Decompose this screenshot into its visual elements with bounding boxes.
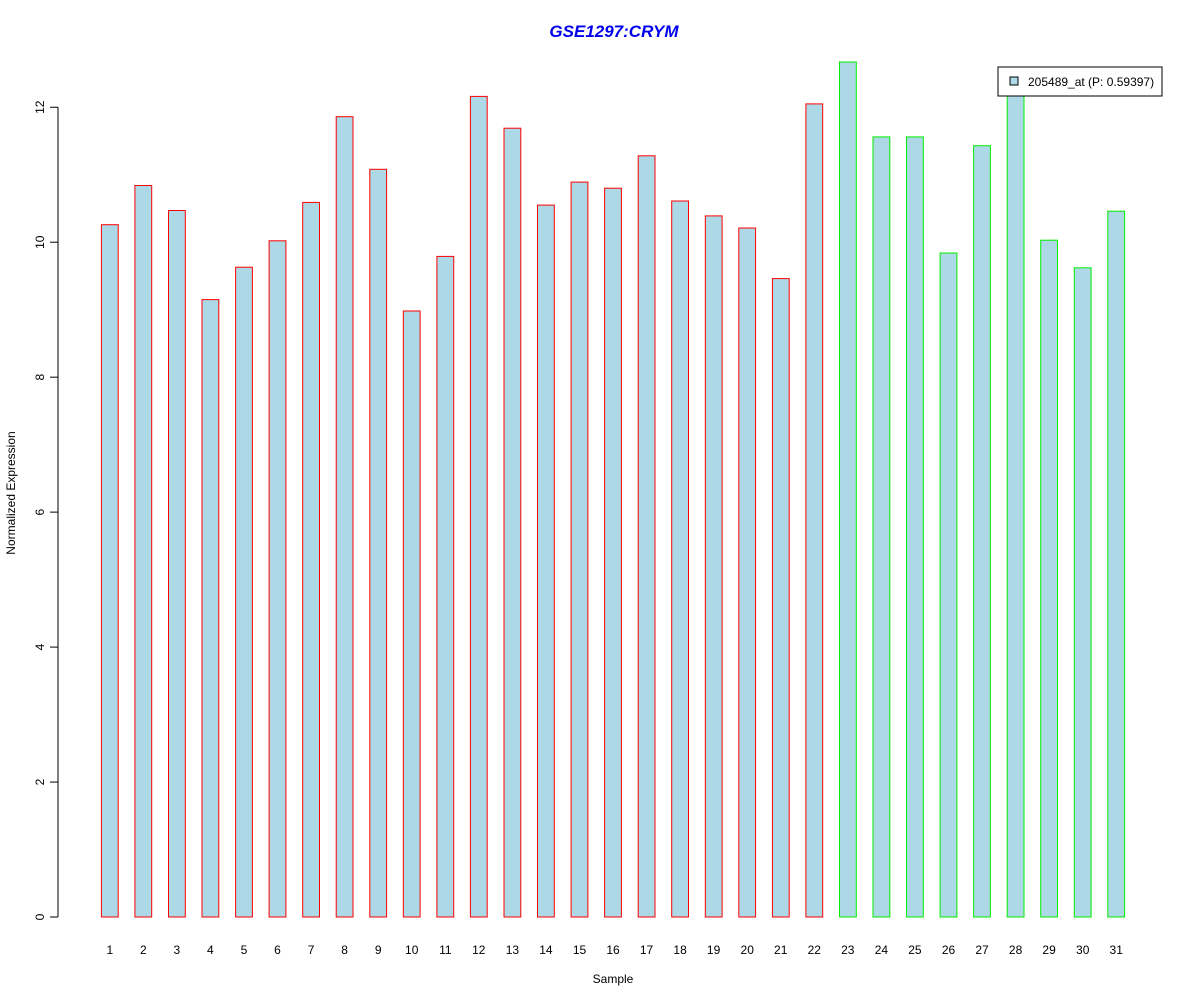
chart-title: GSE1297:CRYM	[549, 22, 679, 41]
bar	[906, 136, 924, 918]
x-axis-tick-label: 24	[875, 943, 889, 957]
x-axis-tick-label: 17	[640, 943, 654, 957]
x-axis-tick-label: 11	[439, 943, 452, 957]
x-axis-label: Sample	[593, 972, 634, 986]
y-axis-tick-label: 8	[33, 374, 47, 381]
x-axis-tick-label: 31	[1110, 943, 1124, 957]
bar	[369, 168, 388, 918]
x-axis-tick-label: 12	[472, 943, 486, 957]
x-axis-tick-label: 25	[908, 943, 922, 957]
bar-series	[100, 61, 1126, 918]
bar	[1040, 239, 1058, 918]
x-axis-tick-label: 28	[1009, 943, 1023, 957]
bar	[1107, 210, 1126, 918]
bar	[805, 103, 824, 918]
x-axis-tick-label: 22	[808, 943, 822, 957]
bar	[268, 240, 287, 918]
legend-box	[997, 66, 1163, 97]
legend-swatch	[1009, 76, 1019, 86]
y-axis-tick-label: 10	[33, 235, 47, 249]
bar	[134, 185, 153, 918]
bar	[1073, 267, 1092, 918]
bar	[872, 136, 891, 918]
x-axis-tick-label: 9	[375, 943, 382, 957]
bar	[973, 145, 991, 918]
x-axis-tick-label: 21	[774, 943, 788, 957]
x-axis-tick-label: 14	[539, 943, 553, 957]
bar	[503, 127, 522, 918]
bar	[168, 210, 186, 918]
y-axis-label: Normalized Expression	[4, 431, 18, 554]
x-axis-tick-label: 30	[1076, 943, 1090, 957]
y-axis-tick-label: 12	[33, 100, 47, 114]
x-axis-tick-label: 5	[241, 943, 248, 957]
bar	[537, 204, 555, 918]
x-axis-tick-label: 1	[106, 943, 113, 957]
bar	[570, 181, 589, 918]
y-axis-tick-label: 6	[33, 508, 47, 515]
x-axis-tick-label: 10	[405, 943, 419, 957]
x-axis-tick-label: 15	[573, 943, 587, 957]
x-axis-tick-label: 29	[1042, 943, 1056, 957]
bar	[637, 155, 656, 918]
legend-label: 205489_at (P: 0.59397)	[1028, 75, 1154, 89]
bar	[469, 95, 488, 918]
bar	[402, 310, 421, 918]
y-axis: 0 2 4 6 8 10 12	[33, 100, 59, 920]
bar	[771, 278, 790, 918]
x-axis-tick-label: 23	[841, 943, 855, 957]
bar	[235, 266, 253, 918]
x-axis-tick-label: 7	[308, 943, 315, 957]
x-axis-tick-label: 27	[975, 943, 989, 957]
bar	[436, 255, 455, 918]
bar	[302, 201, 321, 918]
x-axis-tick-label: 16	[606, 943, 620, 957]
bar	[100, 224, 119, 918]
bar	[738, 227, 757, 918]
x-axis-tick-label: 26	[942, 943, 956, 957]
bar	[1006, 66, 1025, 918]
bar	[201, 299, 220, 918]
bar	[671, 200, 690, 918]
legend: 205489_at (P: 0.59397)	[997, 66, 1163, 97]
y-axis-tick-label: 2	[33, 778, 47, 785]
x-axis-tick-label: 13	[506, 943, 520, 957]
bar	[939, 252, 958, 918]
x-axis-tick-label: 2	[140, 943, 147, 957]
x-axis-tick-label: 8	[341, 943, 348, 957]
x-axis-tick-label: 3	[174, 943, 181, 957]
x-axis-tick-label: 20	[741, 943, 755, 957]
bar	[335, 116, 354, 918]
y-axis-tick-label: 4	[33, 643, 47, 650]
x-axis-tick-label: 4	[207, 943, 214, 957]
x-axis-tick-label: 6	[274, 943, 281, 957]
y-axis-tick-label: 0	[33, 913, 47, 920]
bar	[839, 61, 857, 918]
x-axis-tick-labels: 1 2 3 4 5 6 7 8 9 10 11 12 13 14 15 16 17 18 19 20 21 22 23 24 2…	[106, 943, 1123, 957]
bar	[704, 215, 723, 918]
x-axis-tick-label: 19	[707, 943, 721, 957]
bar	[604, 187, 622, 918]
x-axis-tick-label: 18	[673, 943, 687, 957]
